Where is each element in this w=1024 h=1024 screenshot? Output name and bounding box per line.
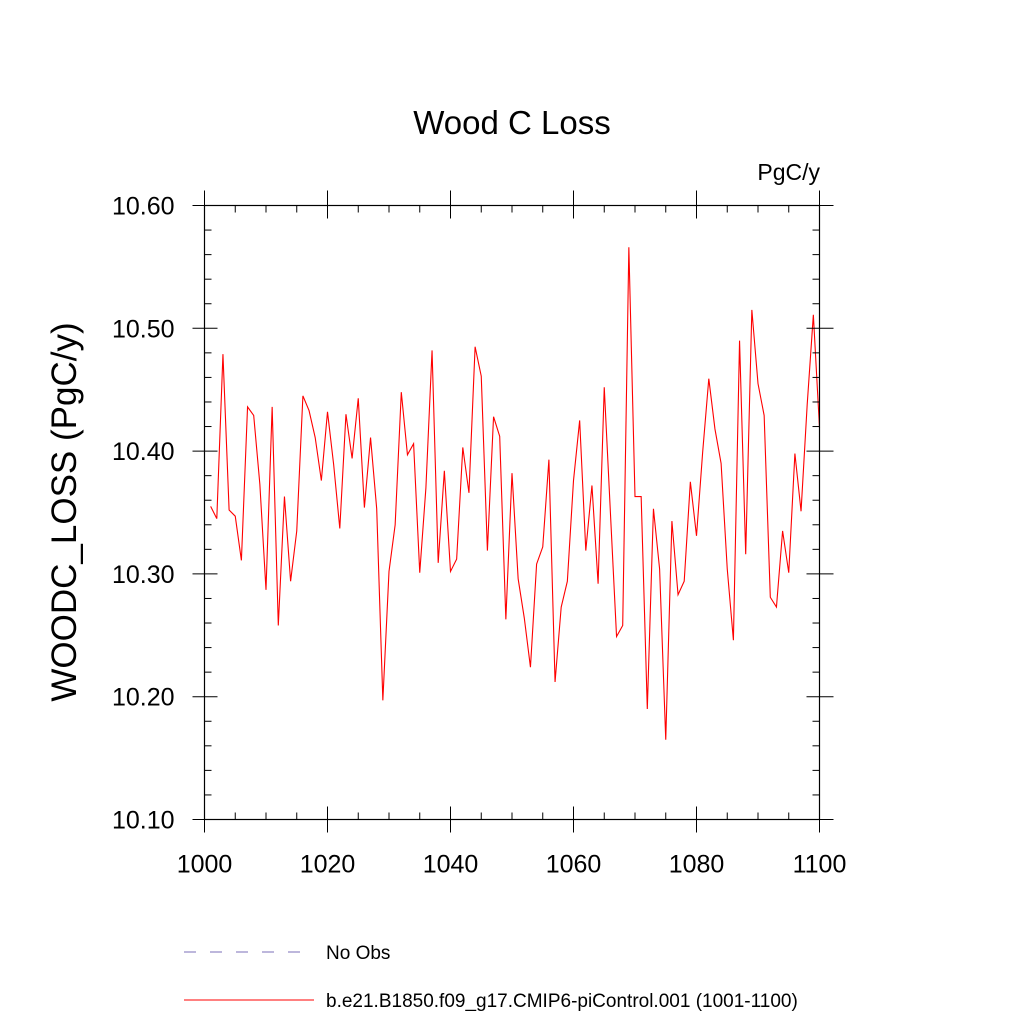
legend-label: No Obs: [326, 943, 390, 964]
x-tick-label: 1080: [669, 851, 725, 879]
legend: No Obs b.e21.B1850.f09_g17.CMIP6-piContro…: [184, 943, 798, 1012]
x-tick-label: 1000: [177, 851, 233, 879]
series-line: [210, 247, 821, 740]
y-tick-label: 10.20: [112, 684, 175, 712]
x-tick-label: 1040: [423, 851, 479, 879]
series-layer: [210, 247, 821, 740]
plot-frame: [203, 204, 821, 821]
x-tick-label: 1020: [300, 851, 356, 879]
y-tick-label: 10.50: [112, 315, 175, 343]
legend-label: b.e21.B1850.f09_g17.CMIP6-piControl.001 …: [326, 991, 798, 1012]
ticks-layer: 1000 1020 1040 1060 1080 1100 10.10 10.20 10.30 1…: [112, 190, 847, 879]
y-tick-label: 10.60: [112, 193, 175, 221]
y-tick-label: 10.40: [112, 438, 175, 466]
y-tick-label: 10.10: [112, 807, 175, 835]
x-tick-label: 1100: [793, 851, 847, 879]
x-tick-label: 1060: [546, 851, 602, 879]
units-label: PgC/y: [757, 159, 820, 185]
y-tick-label: 10.30: [112, 561, 175, 589]
y-axis-label: WOODC_LOSS (PgC/y): [45, 322, 84, 701]
chart-title: Wood C Loss: [413, 104, 610, 141]
